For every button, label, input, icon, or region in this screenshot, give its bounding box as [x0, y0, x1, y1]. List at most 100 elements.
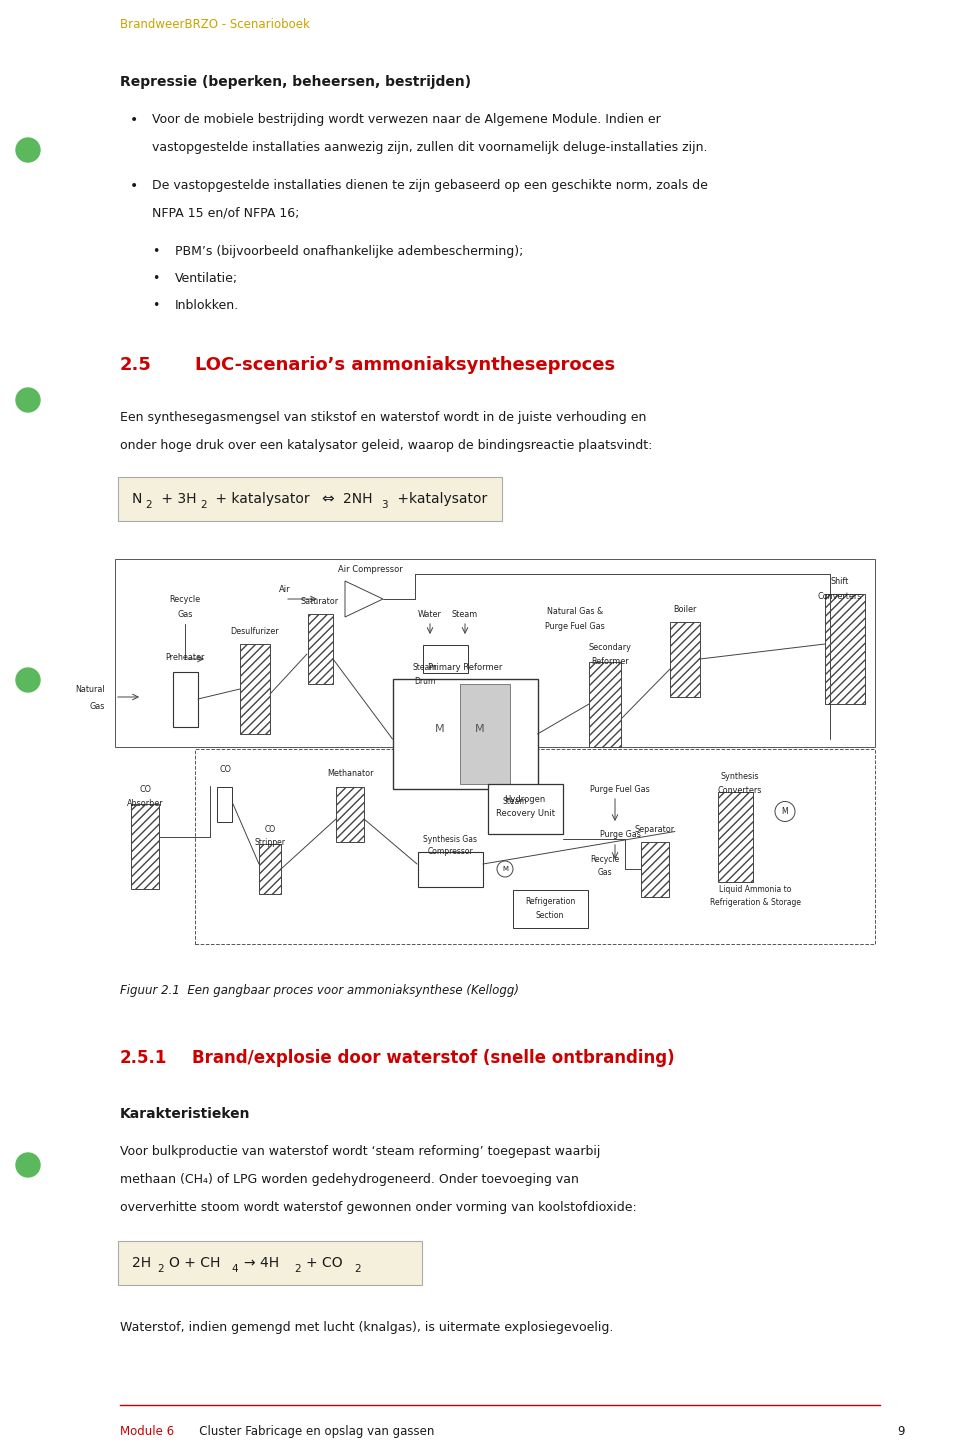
FancyBboxPatch shape — [118, 1241, 422, 1285]
Text: oververhitte stoom wordt waterstof gewonnen onder vorming van koolstofdioxide:: oververhitte stoom wordt waterstof gewon… — [120, 1201, 636, 1214]
Bar — [307, 613, 332, 684]
Text: Air Compressor: Air Compressor — [338, 564, 402, 574]
Text: Purge Fuel Gas: Purge Fuel Gas — [545, 622, 605, 631]
Text: Section: Section — [536, 911, 564, 919]
Text: Purge Gas: Purge Gas — [600, 829, 640, 838]
Text: +katalysator: +katalysator — [393, 492, 488, 506]
Text: Steam: Steam — [413, 663, 438, 671]
Text: Drum: Drum — [415, 677, 436, 686]
Text: + 3H: + 3H — [157, 492, 197, 506]
Text: NFPA 15 en/of NFPA 16;: NFPA 15 en/of NFPA 16; — [152, 207, 300, 220]
FancyBboxPatch shape — [422, 645, 468, 673]
Text: 2H: 2H — [132, 1256, 151, 1270]
Polygon shape — [345, 581, 383, 618]
FancyBboxPatch shape — [488, 784, 563, 834]
FancyBboxPatch shape — [118, 477, 502, 521]
Text: •: • — [152, 299, 159, 312]
Text: 2: 2 — [146, 499, 152, 509]
Bar — [336, 786, 364, 841]
Text: Preheater: Preheater — [165, 652, 204, 661]
Text: M: M — [502, 866, 508, 871]
Text: Secondary: Secondary — [588, 642, 632, 651]
Text: Primary Reformer: Primary Reformer — [428, 663, 502, 671]
Text: •: • — [152, 245, 159, 258]
Circle shape — [16, 668, 40, 692]
Text: Figuur 2.1  Een gangbaar proces voor ammoniaksynthese (Kellogg): Figuur 2.1 Een gangbaar proces voor ammo… — [120, 985, 519, 998]
Text: Reformer: Reformer — [591, 657, 629, 666]
Text: Liquid Ammonia to: Liquid Ammonia to — [719, 884, 791, 893]
FancyBboxPatch shape — [110, 544, 880, 954]
Text: 2.5.1: 2.5.1 — [120, 1048, 167, 1067]
FancyBboxPatch shape — [173, 671, 198, 726]
Text: Saturator: Saturator — [300, 596, 339, 606]
Bar — [240, 644, 270, 734]
Text: Een synthesegasmengsel van stikstof en waterstof wordt in de juiste verhouding e: Een synthesegasmengsel van stikstof en w… — [120, 410, 646, 423]
Text: Desulfurizer: Desulfurizer — [230, 626, 279, 635]
Bar — [259, 844, 281, 895]
Text: •: • — [130, 113, 138, 128]
Text: Inblokken.: Inblokken. — [175, 299, 239, 312]
Text: Gas: Gas — [89, 702, 105, 710]
Text: vastopgestelde installaties aanwezig zijn, zullen dit voornamelijk deluge-instal: vastopgestelde installaties aanwezig zij… — [152, 141, 708, 154]
FancyBboxPatch shape — [513, 890, 588, 928]
Circle shape — [497, 861, 513, 877]
Text: Refrigeration & Storage: Refrigeration & Storage — [709, 898, 801, 906]
Text: Water: Water — [418, 609, 442, 619]
Bar — [131, 803, 159, 889]
Text: ⇔: ⇔ — [322, 492, 334, 506]
Text: Voor de mobiele bestrijding wordt verwezen naar de Algemene Module. Indien er: Voor de mobiele bestrijding wordt verwez… — [152, 113, 660, 126]
Text: Steam: Steam — [503, 796, 527, 806]
Text: Purge Fuel Gas: Purge Fuel Gas — [590, 784, 650, 793]
Circle shape — [16, 1153, 40, 1177]
Text: Gas: Gas — [178, 609, 193, 619]
Text: LOC-scenario’s ammoniaksyntheseproces: LOC-scenario’s ammoniaksyntheseproces — [195, 357, 615, 374]
Text: 2NH: 2NH — [344, 492, 373, 506]
Text: + CO: + CO — [306, 1256, 343, 1270]
Text: CO: CO — [139, 784, 151, 795]
Text: Module 6: Module 6 — [120, 1425, 174, 1438]
Text: 2: 2 — [354, 1263, 361, 1273]
Bar — [641, 841, 669, 896]
Text: Recycle: Recycle — [169, 594, 201, 603]
Text: 2: 2 — [157, 1263, 163, 1273]
Text: BrandweerBRZO - Scenarioboek: BrandweerBRZO - Scenarioboek — [120, 17, 310, 30]
Text: 2.5: 2.5 — [120, 357, 152, 374]
Text: Hydrogen: Hydrogen — [504, 795, 545, 803]
Text: Recycle: Recycle — [590, 854, 619, 864]
Text: Repressie (beperken, beheersen, bestrijden): Repressie (beperken, beheersen, bestrijd… — [120, 75, 471, 88]
Text: + katalysator: + katalysator — [211, 492, 310, 506]
Circle shape — [16, 389, 40, 412]
Text: O + CH: O + CH — [169, 1256, 221, 1270]
Text: Compressor: Compressor — [427, 847, 473, 856]
Text: De vastopgestelde installaties dienen te zijn gebaseerd op een geschikte norm, z: De vastopgestelde installaties dienen te… — [152, 178, 708, 191]
Bar — [195, 750, 875, 944]
Text: Separator: Separator — [635, 825, 675, 834]
Text: CO: CO — [219, 764, 231, 773]
FancyBboxPatch shape — [218, 786, 232, 822]
Text: Cluster Fabricage en opslag van gassen: Cluster Fabricage en opslag van gassen — [188, 1425, 434, 1438]
Text: N: N — [132, 492, 142, 506]
Bar — [393, 679, 538, 789]
Bar — [115, 560, 875, 747]
Text: 2: 2 — [294, 1263, 300, 1273]
Text: M: M — [475, 724, 485, 734]
Text: Waterstof, indien gemengd met lucht (knalgas), is uitermate explosiegevoelig.: Waterstof, indien gemengd met lucht (kna… — [120, 1321, 613, 1334]
Bar — [589, 661, 621, 747]
FancyBboxPatch shape — [418, 851, 483, 886]
Text: Stripper: Stripper — [254, 838, 285, 847]
Bar — [717, 792, 753, 882]
Text: 3: 3 — [381, 499, 388, 509]
Text: → 4H: → 4H — [244, 1256, 279, 1270]
Text: Synthesis Gas: Synthesis Gas — [423, 835, 477, 844]
Text: Recovery Unit: Recovery Unit — [495, 809, 555, 818]
Text: Methanator: Methanator — [326, 770, 373, 779]
Text: methaan (CH₄) of LPG worden gedehydrogeneerd. Onder toevoeging van: methaan (CH₄) of LPG worden gedehydrogen… — [120, 1173, 579, 1186]
Text: Steam: Steam — [452, 609, 478, 619]
Text: Natural Gas &: Natural Gas & — [547, 606, 603, 615]
Text: Converters: Converters — [718, 786, 762, 795]
Circle shape — [16, 138, 40, 162]
Text: Gas: Gas — [598, 867, 612, 876]
Text: •: • — [130, 178, 138, 193]
Circle shape — [775, 802, 795, 822]
Text: Shift: Shift — [830, 577, 850, 586]
